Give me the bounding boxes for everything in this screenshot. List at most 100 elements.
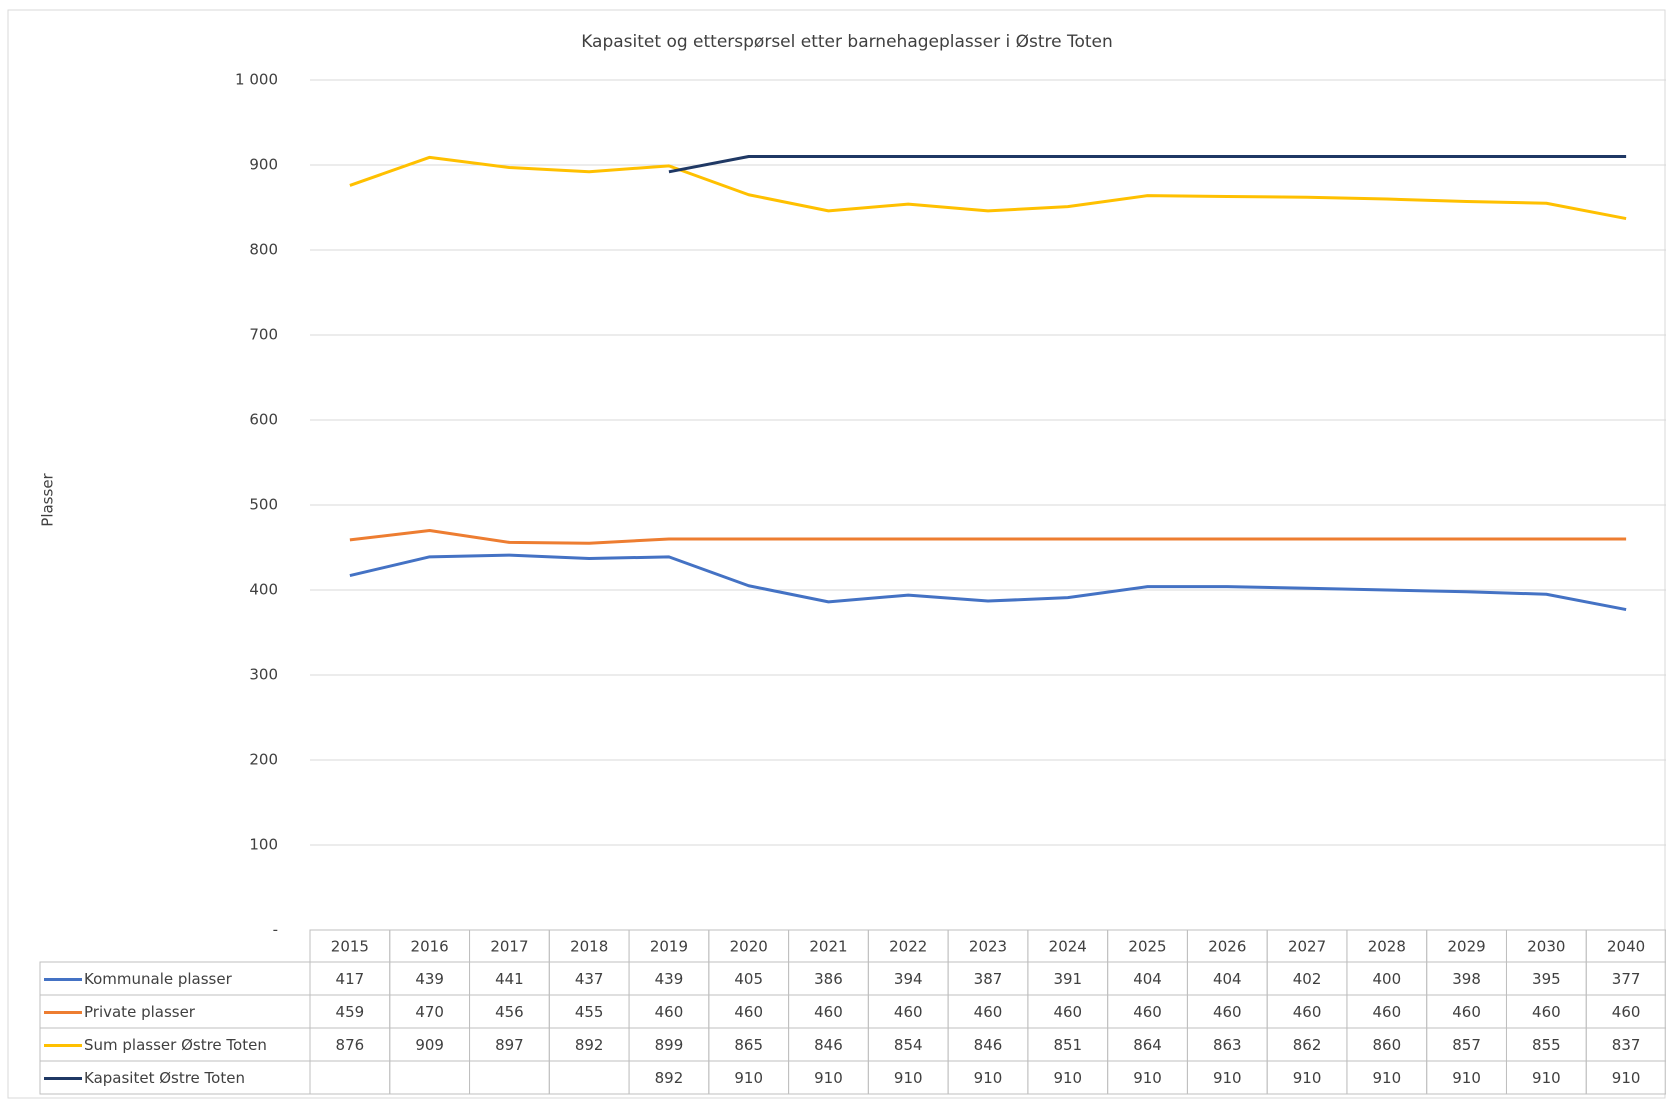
data-label: 876 bbox=[336, 1036, 365, 1054]
data-label: 892 bbox=[655, 1069, 684, 1087]
x-tick-label: 2025 bbox=[1128, 938, 1166, 956]
x-tick-label: 2020 bbox=[730, 938, 768, 956]
data-label: 460 bbox=[974, 1003, 1003, 1021]
x-tick-label: 2024 bbox=[1049, 938, 1087, 956]
data-label: 417 bbox=[336, 970, 365, 988]
data-label: 377 bbox=[1612, 970, 1641, 988]
legend-label: Kommunale plasser bbox=[84, 970, 233, 988]
data-label: 846 bbox=[974, 1036, 1003, 1054]
x-tick-label: 2029 bbox=[1447, 938, 1485, 956]
data-label: 404 bbox=[1213, 970, 1242, 988]
data-label: 386 bbox=[814, 970, 843, 988]
data-label: 400 bbox=[1373, 970, 1402, 988]
data-label: 460 bbox=[1452, 1003, 1481, 1021]
y-tick-label: 200 bbox=[249, 751, 278, 769]
x-tick-label: 2027 bbox=[1288, 938, 1326, 956]
data-label: 851 bbox=[1053, 1036, 1082, 1054]
x-tick-label: 2022 bbox=[889, 938, 927, 956]
data-label: 404 bbox=[1133, 970, 1162, 988]
data-label: 441 bbox=[495, 970, 524, 988]
data-label: 865 bbox=[734, 1036, 763, 1054]
data-label: 456 bbox=[495, 1003, 524, 1021]
data-label: 470 bbox=[415, 1003, 444, 1021]
x-tick-label: 2017 bbox=[490, 938, 528, 956]
y-tick-label: 500 bbox=[249, 496, 278, 514]
data-label: 855 bbox=[1532, 1036, 1561, 1054]
data-label: 460 bbox=[894, 1003, 923, 1021]
data-label: 459 bbox=[336, 1003, 365, 1021]
data-label: 460 bbox=[1373, 1003, 1402, 1021]
data-label: 460 bbox=[1213, 1003, 1242, 1021]
data-label: 387 bbox=[974, 970, 1003, 988]
chart-frame bbox=[7, 9, 1666, 1099]
data-label: 860 bbox=[1373, 1036, 1402, 1054]
data-label: 391 bbox=[1053, 970, 1082, 988]
x-tick-label: 2040 bbox=[1607, 938, 1645, 956]
y-tick-label: 400 bbox=[249, 581, 278, 599]
data-label: 439 bbox=[655, 970, 684, 988]
series-line bbox=[668, 155, 1627, 174]
data-label: 460 bbox=[655, 1003, 684, 1021]
x-tick-label: 2016 bbox=[411, 938, 449, 956]
data-label: 398 bbox=[1452, 970, 1481, 988]
data-label: 910 bbox=[894, 1069, 923, 1087]
data-label: 460 bbox=[814, 1003, 843, 1021]
x-tick-label: 2015 bbox=[331, 938, 369, 956]
y-tick-label: 100 bbox=[249, 836, 278, 854]
data-label: 910 bbox=[1053, 1069, 1082, 1087]
data-label: 405 bbox=[734, 970, 763, 988]
data-label: 460 bbox=[1532, 1003, 1561, 1021]
x-tick-label: 2018 bbox=[570, 938, 608, 956]
data-label: 864 bbox=[1133, 1036, 1162, 1054]
data-label: 395 bbox=[1532, 970, 1561, 988]
data-label: 460 bbox=[1293, 1003, 1322, 1021]
data-label: 909 bbox=[415, 1036, 444, 1054]
data-label: 910 bbox=[1213, 1069, 1242, 1087]
x-tick-label: 2023 bbox=[969, 938, 1007, 956]
x-tick-label: 2021 bbox=[809, 938, 847, 956]
x-tick-label: 2019 bbox=[650, 938, 688, 956]
data-label: 837 bbox=[1612, 1036, 1641, 1054]
series-line bbox=[349, 155, 1627, 221]
y-axis-label: Plasser bbox=[39, 472, 57, 526]
data-label: 460 bbox=[734, 1003, 763, 1021]
y-tick-label: 800 bbox=[249, 241, 278, 259]
data-label: 910 bbox=[814, 1069, 843, 1087]
data-label: 862 bbox=[1293, 1036, 1322, 1054]
data-label: 437 bbox=[575, 970, 604, 988]
data-label: 910 bbox=[974, 1069, 1003, 1087]
table-cell bbox=[1585, 1060, 1666, 1095]
data-label: 854 bbox=[894, 1036, 923, 1054]
legend-label: Sum plasser Østre Toten bbox=[84, 1036, 267, 1054]
data-label: 897 bbox=[495, 1036, 524, 1054]
data-label: 910 bbox=[1133, 1069, 1162, 1087]
data-label: 394 bbox=[894, 970, 923, 988]
data-label: 439 bbox=[415, 970, 444, 988]
data-label: 460 bbox=[1133, 1003, 1162, 1021]
legend-label: Private plasser bbox=[84, 1003, 196, 1021]
data-label: 455 bbox=[575, 1003, 604, 1021]
y-tick-label: - bbox=[273, 921, 278, 939]
x-tick-label: 2026 bbox=[1208, 938, 1246, 956]
y-tick-label: 700 bbox=[249, 326, 278, 344]
y-tick-label: 600 bbox=[249, 411, 278, 429]
data-label: 910 bbox=[1373, 1069, 1402, 1087]
series-line bbox=[349, 529, 1627, 545]
x-tick-label: 2030 bbox=[1527, 938, 1565, 956]
data-label: 892 bbox=[575, 1036, 604, 1054]
data-label: 910 bbox=[1532, 1069, 1561, 1087]
data-label: 460 bbox=[1053, 1003, 1082, 1021]
chart-title: Kapasitet og etterspørsel etter barnehag… bbox=[581, 32, 1113, 52]
y-tick-label: 1 000 bbox=[235, 71, 278, 89]
data-label: 910 bbox=[1612, 1069, 1641, 1087]
data-label: 846 bbox=[814, 1036, 843, 1054]
data-label: 899 bbox=[655, 1036, 684, 1054]
data-label: 910 bbox=[1452, 1069, 1481, 1087]
series-line bbox=[349, 553, 1627, 612]
y-tick-label: 900 bbox=[249, 156, 278, 174]
data-label: 460 bbox=[1612, 1003, 1641, 1021]
data-label: 402 bbox=[1293, 970, 1322, 988]
data-label: 910 bbox=[734, 1069, 763, 1087]
data-label: 863 bbox=[1213, 1036, 1242, 1054]
